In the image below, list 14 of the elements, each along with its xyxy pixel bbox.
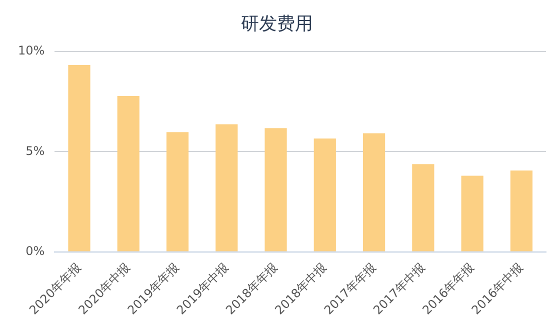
bar <box>510 170 532 252</box>
bar <box>412 164 434 252</box>
bar <box>166 132 189 252</box>
y-tick-label: 0% <box>26 244 45 258</box>
bar <box>68 65 90 252</box>
y-tick-label: 5% <box>26 144 45 158</box>
y-tick-label: 10% <box>18 44 45 58</box>
bar <box>264 128 287 252</box>
bar <box>461 176 484 252</box>
bar <box>362 133 386 252</box>
bar <box>314 138 336 252</box>
bar <box>117 96 140 252</box>
bar <box>216 124 238 252</box>
chart-title: 研发费用 <box>241 13 313 34</box>
